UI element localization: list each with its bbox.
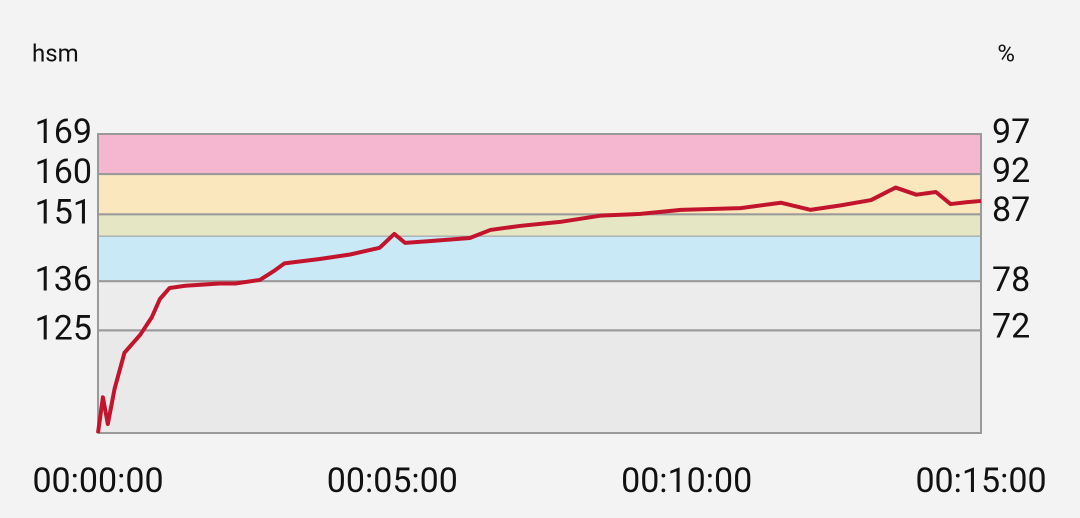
zone-band [98, 281, 981, 331]
y-tick-label: 136 [35, 259, 92, 299]
y2-axis-label: % [997, 39, 1015, 67]
y2-tick-label: 78 [992, 260, 1030, 300]
y-tick-label: 169 [35, 112, 92, 152]
y2-tick-label: 87 [992, 190, 1030, 230]
y-tick-label: 125 [35, 308, 92, 348]
zone-band [98, 174, 981, 215]
y2-tick-label: 92 [992, 151, 1030, 191]
zone-band [98, 236, 981, 282]
plot-border [97, 133, 982, 434]
y-tick-label: 151 [35, 192, 92, 232]
y-tick-label: 160 [35, 152, 92, 192]
x-tick-label: 00:10:00 [621, 461, 752, 501]
x-tick-label: 00:05:00 [327, 461, 458, 501]
y-axis-label: hsm [32, 39, 79, 67]
y2-tick-label: 72 [992, 307, 1030, 347]
zone-band [98, 134, 981, 175]
y2-tick-label: 97 [992, 112, 1030, 152]
x-tick-label: 00:15:00 [915, 461, 1046, 501]
heart-rate-line [96, 185, 982, 434]
x-tick-label: 00:00:00 [32, 461, 163, 501]
